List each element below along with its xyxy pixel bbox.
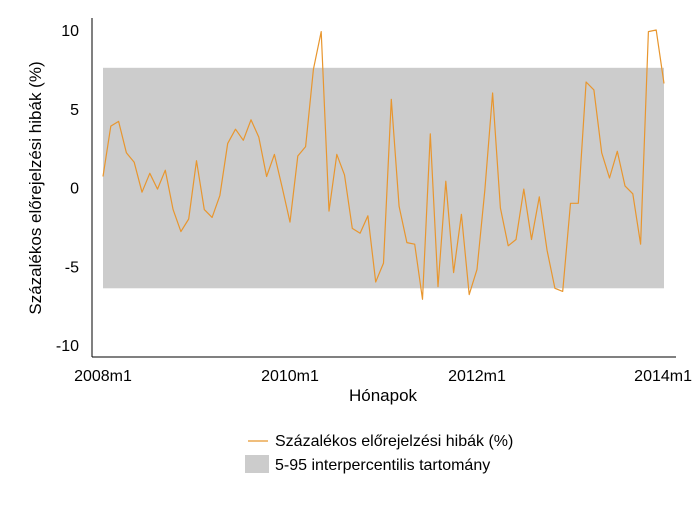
legend-label-series: Százalékos előrejelzési hibák (%) [275, 433, 513, 450]
y-tick-label: 0 [70, 181, 79, 198]
y-tick-label: -10 [56, 338, 79, 355]
legend-label-band: 5-95 interpercentilis tartomány [275, 457, 490, 474]
y-axis-title: Százalékos előrejelzési hibák (%) [26, 61, 45, 314]
series-line-forecast-error [102, 29, 665, 300]
x-tick-label: 2010m1 [261, 368, 319, 385]
x-axis-title: Hónapok [349, 386, 418, 405]
y-tick-label: 10 [61, 23, 79, 40]
x-tick-label: 2014m1 [634, 368, 692, 385]
y-tick-label: 5 [70, 102, 79, 119]
y-tick-label: -5 [65, 259, 79, 276]
legend: Százalékos előrejelzési hibák (%) 5-95 i… [245, 433, 513, 474]
x-tick-label: 2012m1 [448, 368, 506, 385]
legend-band-swatch [245, 455, 269, 473]
x-tick-label: 2008m1 [74, 368, 132, 385]
